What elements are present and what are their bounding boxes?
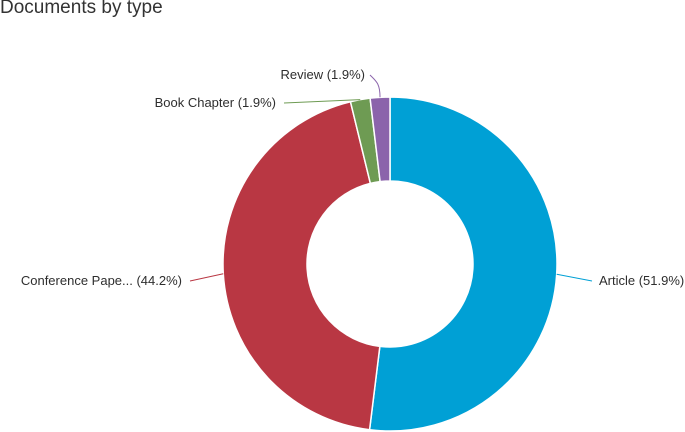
leader-line bbox=[556, 273, 593, 282]
slice-conference-pape[interactable] bbox=[222, 100, 381, 431]
leader-line bbox=[283, 99, 361, 104]
slice-review[interactable] bbox=[369, 96, 391, 183]
leader-line bbox=[189, 273, 224, 282]
slice-label: Article (51.9%) bbox=[599, 273, 684, 288]
slice-label: Conference Pape... (44.2%) bbox=[21, 273, 182, 288]
slice-labels: Article (51.9%) Conference Pape... (44.2%… bbox=[21, 67, 684, 288]
slice-label: Review (1.9%) bbox=[280, 67, 365, 82]
slice-label: Book Chapter (1.9%) bbox=[155, 95, 276, 110]
leader-line bbox=[369, 74, 381, 98]
slice-article[interactable] bbox=[368, 96, 558, 432]
leader-lines bbox=[189, 74, 593, 282]
chart-title: Documents by type bbox=[0, 0, 163, 18]
donut-slices bbox=[222, 96, 558, 432]
